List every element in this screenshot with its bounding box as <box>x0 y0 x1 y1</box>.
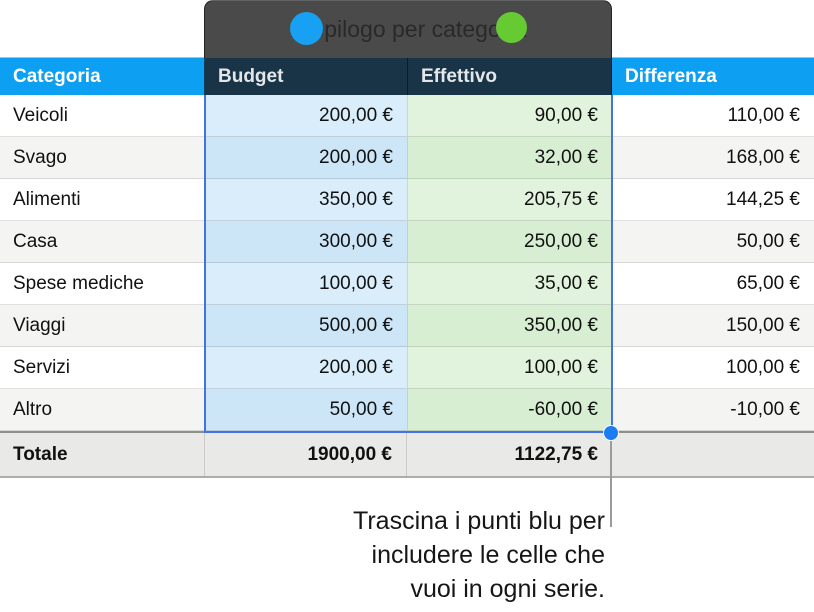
blue-series-handle-icon[interactable] <box>290 12 323 45</box>
table-row: Viaggi 500,00 € 350,00 € 150,00 € <box>0 305 814 347</box>
cell-budget[interactable]: 200,00 € <box>205 347 407 389</box>
table-title: Riepilogo per categoria <box>289 16 527 42</box>
cell-category[interactable]: Servizi <box>0 347 205 389</box>
cell-diff[interactable]: 65,00 € <box>612 263 814 305</box>
cell-category[interactable]: Casa <box>0 221 205 263</box>
selection-drag-dot[interactable] <box>604 426 618 440</box>
cell-actual[interactable]: 350,00 € <box>407 305 612 347</box>
cell-budget[interactable]: 100,00 € <box>205 263 407 305</box>
table-row: Spese mediche 100,00 € 35,00 € 65,00 € <box>0 263 814 305</box>
cell-diff[interactable]: -10,00 € <box>612 389 814 431</box>
cell-diff[interactable]: 168,00 € <box>612 137 814 179</box>
cell-actual[interactable]: 32,00 € <box>407 137 612 179</box>
cell-budget[interactable]: 350,00 € <box>205 179 407 221</box>
callout-text: Trascina i punti blu per includere le ce… <box>353 507 605 603</box>
table-row: Altro 50,00 € -60,00 € -10,00 € <box>0 389 814 431</box>
callout-connector-line <box>610 433 612 527</box>
cell-actual[interactable]: 90,00 € <box>407 95 612 137</box>
total-diff-value[interactable] <box>612 433 814 476</box>
cell-diff[interactable]: 110,00 € <box>612 95 814 137</box>
cell-budget[interactable]: 50,00 € <box>205 389 407 431</box>
cell-category[interactable]: Viaggi <box>0 305 205 347</box>
cell-category[interactable]: Alimenti <box>0 179 205 221</box>
table-row: Veicoli 200,00 € 90,00 € 110,00 € <box>0 95 814 137</box>
cell-diff[interactable]: 144,25 € <box>612 179 814 221</box>
table-body: Veicoli 200,00 € 90,00 € 110,00 € Svago … <box>0 95 814 431</box>
cell-budget[interactable]: 200,00 € <box>205 137 407 179</box>
column-header-differenza[interactable]: Differenza <box>625 66 717 87</box>
cell-category[interactable]: Spese mediche <box>0 263 205 305</box>
table-row: Alimenti 350,00 € 205,75 € 144,25 € <box>0 179 814 221</box>
cell-category[interactable]: Svago <box>0 137 205 179</box>
green-series-handle-icon[interactable] <box>496 12 527 43</box>
cell-diff[interactable]: 100,00 € <box>612 347 814 389</box>
table-row: Casa 300,00 € 250,00 € 50,00 € <box>0 221 814 263</box>
total-label[interactable]: Totale <box>0 433 205 476</box>
column-header-categoria[interactable]: Categoria <box>13 66 101 87</box>
cell-category[interactable]: Veicoli <box>0 95 205 137</box>
cell-category[interactable]: Altro <box>0 389 205 431</box>
cell-actual[interactable]: 35,00 € <box>407 263 612 305</box>
cell-actual[interactable]: -60,00 € <box>407 389 612 431</box>
total-row: Totale 1900,00 € 1122,75 € <box>0 431 814 478</box>
cell-actual[interactable]: 250,00 € <box>407 221 612 263</box>
cell-budget[interactable]: 500,00 € <box>205 305 407 347</box>
total-budget-value[interactable]: 1900,00 € <box>205 433 407 476</box>
table-row: Svago 200,00 € 32,00 € 168,00 € <box>0 137 814 179</box>
cell-actual[interactable]: 205,75 € <box>407 179 612 221</box>
cell-budget[interactable]: 200,00 € <box>205 95 407 137</box>
cell-actual[interactable]: 100,00 € <box>407 347 612 389</box>
cell-diff[interactable]: 150,00 € <box>612 305 814 347</box>
cell-budget[interactable]: 300,00 € <box>205 221 407 263</box>
dim-overlay: Riepilogo per categoria <box>204 0 612 95</box>
table-row: Servizi 200,00 € 100,00 € 100,00 € <box>0 347 814 389</box>
cell-diff[interactable]: 50,00 € <box>612 221 814 263</box>
total-actual-value[interactable]: 1122,75 € <box>514 444 598 465</box>
